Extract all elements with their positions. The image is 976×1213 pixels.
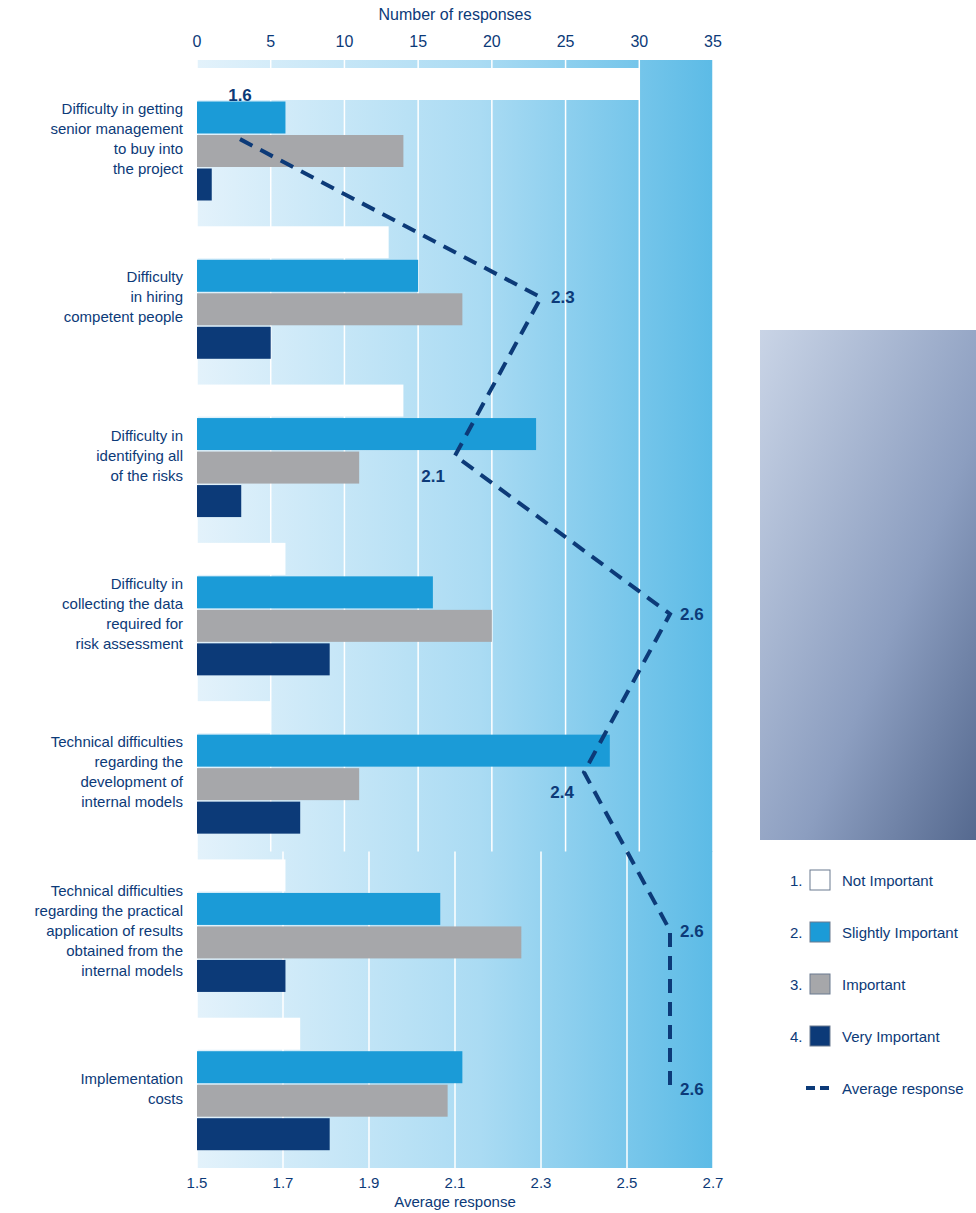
- data-label: 2.6: [680, 605, 704, 624]
- tick-label: 25: [557, 33, 575, 50]
- bar: [197, 452, 359, 484]
- bar: [197, 802, 300, 834]
- bar: [197, 385, 403, 417]
- legend-swatch: [806, 1086, 834, 1090]
- data-label: 2.3: [551, 288, 575, 307]
- data-label: 2.6: [680, 922, 704, 941]
- bars: [197, 68, 639, 1150]
- legend-label: Important: [842, 976, 906, 993]
- bar: [197, 260, 418, 292]
- bar: [197, 859, 285, 891]
- grid-line: [454, 851, 456, 1168]
- bar: [197, 701, 271, 733]
- bar: [197, 735, 610, 767]
- bar: [197, 768, 359, 800]
- plot-background: [197, 60, 713, 1168]
- legend-key: 2.: [790, 924, 803, 941]
- bar: [197, 1051, 462, 1083]
- grid-line: [417, 60, 419, 851]
- bar: [197, 169, 212, 201]
- bar: [197, 327, 271, 359]
- bottom-axis: 1.5 1.7 1.9 2.1 2.3 2.5 2.7 Average response: [187, 851, 724, 1210]
- grid-line: [639, 60, 641, 851]
- chart: Number of responses051015202530351.51.71…: [0, 0, 976, 1213]
- tick-label: 10: [336, 33, 354, 50]
- tick-label: 20: [483, 33, 501, 50]
- tick-label: 0: [193, 33, 202, 50]
- category-label: Difficultyin hiringcompetent people: [64, 268, 184, 325]
- grid-line: [565, 60, 567, 851]
- legend-label: Very Important: [842, 1028, 940, 1045]
- tick-label: 1.5: [187, 1174, 208, 1191]
- bar: [197, 1018, 300, 1050]
- bar: [197, 68, 639, 100]
- category-label: Difficulty inidentifying allof the risks: [96, 427, 183, 484]
- legend-key: 4.: [790, 1028, 803, 1045]
- tick-label: 2.3: [531, 1174, 552, 1191]
- category-label: Difficulty in gettingsenior managementto…: [50, 100, 183, 177]
- bar: [197, 226, 389, 258]
- tick-label: 35: [704, 33, 722, 50]
- category-label: Technical difficultiesregarding the prac…: [35, 882, 183, 979]
- top-axis: Number of responses 0 5 10 15 20 25 30 35: [193, 6, 722, 851]
- grid-line: [712, 851, 714, 1168]
- legend-label: Average response: [842, 1080, 963, 1097]
- tick-label: 1.9: [359, 1174, 380, 1191]
- bar: [197, 960, 285, 992]
- tick-label: 2.1: [445, 1174, 466, 1191]
- legend: 1. Not Important 2. Slightly Important 3. Imp…: [790, 870, 963, 1097]
- legend-swatch: [810, 974, 830, 994]
- legend-swatch: [810, 1026, 830, 1046]
- bar: [197, 102, 285, 134]
- tick-label: 2.7: [703, 1174, 724, 1191]
- data-labels: 1.6 2.3 2.1 2.6 2.4 2.6 2.6: [228, 86, 703, 1099]
- data-label: 2.4: [550, 783, 574, 802]
- grid-line: [626, 851, 628, 1168]
- tick-label: 2.5: [617, 1174, 638, 1191]
- legend-label: Not Important: [842, 872, 934, 889]
- category-label: Technical difficultiesregarding thedevel…: [51, 733, 184, 810]
- legend-label: Slightly Important: [842, 924, 959, 941]
- bar: [197, 576, 433, 608]
- bar: [197, 643, 330, 675]
- data-label: 2.6: [680, 1080, 704, 1099]
- category-label: Implementationcosts: [80, 1070, 183, 1107]
- axis-title: Number of responses: [379, 6, 532, 23]
- bar: [197, 485, 241, 517]
- tick-label: 1.7: [273, 1174, 294, 1191]
- tick-label: 30: [630, 33, 648, 50]
- grid-line: [712, 60, 714, 851]
- data-label: 1.6: [228, 86, 252, 105]
- bar: [197, 893, 440, 925]
- legend-key: 1.: [790, 872, 803, 889]
- grid-line: [540, 851, 542, 1168]
- grid-line: [491, 60, 493, 851]
- bar: [197, 610, 492, 642]
- category-labels: Difficulty in gettingsenior managementto…: [35, 100, 184, 1107]
- bar: [197, 418, 536, 450]
- bar: [197, 1085, 448, 1117]
- data-label: 2.1: [421, 467, 445, 486]
- category-label: Difficulty incollecting the datarequired…: [62, 575, 184, 652]
- legend-swatch: [810, 922, 830, 942]
- bar: [197, 293, 462, 325]
- legend-swatch: [810, 870, 830, 890]
- tick-label: 5: [266, 33, 275, 50]
- tick-label: 15: [409, 33, 427, 50]
- photo: [760, 330, 976, 840]
- bar: [197, 135, 403, 167]
- legend-key: 3.: [790, 976, 803, 993]
- bar: [197, 926, 521, 958]
- axis-title: Average response: [394, 1193, 515, 1210]
- bar: [197, 1118, 330, 1150]
- average-line: [240, 139, 670, 1089]
- bar: [197, 543, 285, 575]
- line-group: [240, 139, 670, 1089]
